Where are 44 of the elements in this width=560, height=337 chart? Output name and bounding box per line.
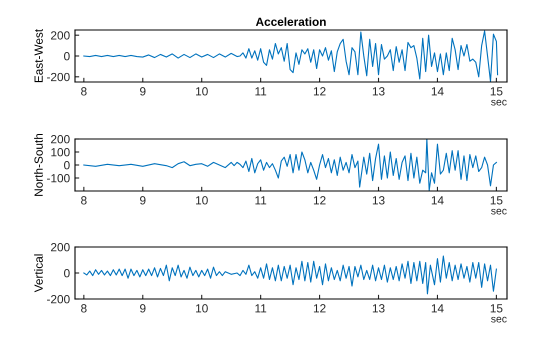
x-tick-label: 8 <box>81 304 87 313</box>
x-tick-label: 11 <box>255 304 266 312</box>
x-tick-label: 13 <box>372 304 385 313</box>
y-axis-title: East-West <box>34 28 43 82</box>
line-series <box>83 139 497 191</box>
x-tick-label: 10 <box>196 304 208 313</box>
x-tick-label: 14 <box>432 87 444 96</box>
x-tick-label: 14 <box>432 304 444 312</box>
x-tick-label: 12 <box>314 87 326 96</box>
y-tick-label: 200 <box>51 31 70 40</box>
line-series <box>83 30 498 82</box>
y-tick-label: 100 <box>51 148 70 156</box>
x-tick-label: 15 <box>490 196 502 205</box>
y-tick-label: -200 <box>47 72 70 82</box>
y-tick-label: 0 <box>64 161 70 170</box>
y-axis-title: Vertical <box>34 254 43 292</box>
x-tick-label: 15 <box>490 87 502 96</box>
y-axis-title: North-South <box>34 134 43 196</box>
chart-title: Acceleration <box>256 17 326 26</box>
x-tick-label: 11 <box>255 196 266 204</box>
x-tick-label: 9 <box>140 87 146 96</box>
y-tick-label: -100 <box>47 174 70 182</box>
line-series <box>83 256 497 294</box>
y-tick-label: 200 <box>51 243 70 252</box>
x-axis-title: sec <box>491 316 507 323</box>
x-tick-label: 8 <box>81 196 87 205</box>
x-tick-label: 9 <box>140 304 146 313</box>
x-axis-title: sec <box>491 100 507 106</box>
y-tick-label: 200 <box>51 135 70 144</box>
x-tick-label: 11 <box>255 87 266 96</box>
y-tick-label: -200 <box>47 295 70 304</box>
x-tick-label: 10 <box>196 87 208 96</box>
x-tick-label: 9 <box>140 196 146 205</box>
x-tick-label: 12 <box>314 304 326 312</box>
x-tick-label: 10 <box>196 196 208 205</box>
x-tick-label: 8 <box>81 87 87 96</box>
x-tick-label: 13 <box>372 87 385 96</box>
y-tick-label: 0 <box>64 269 70 278</box>
x-tick-label: 15 <box>490 304 502 313</box>
x-tick-label: 14 <box>432 196 444 204</box>
y-tick-label: 0 <box>64 52 70 60</box>
x-axis-title: sec <box>491 208 507 215</box>
x-tick-label: 13 <box>372 196 385 205</box>
x-tick-label: 12 <box>314 196 326 204</box>
